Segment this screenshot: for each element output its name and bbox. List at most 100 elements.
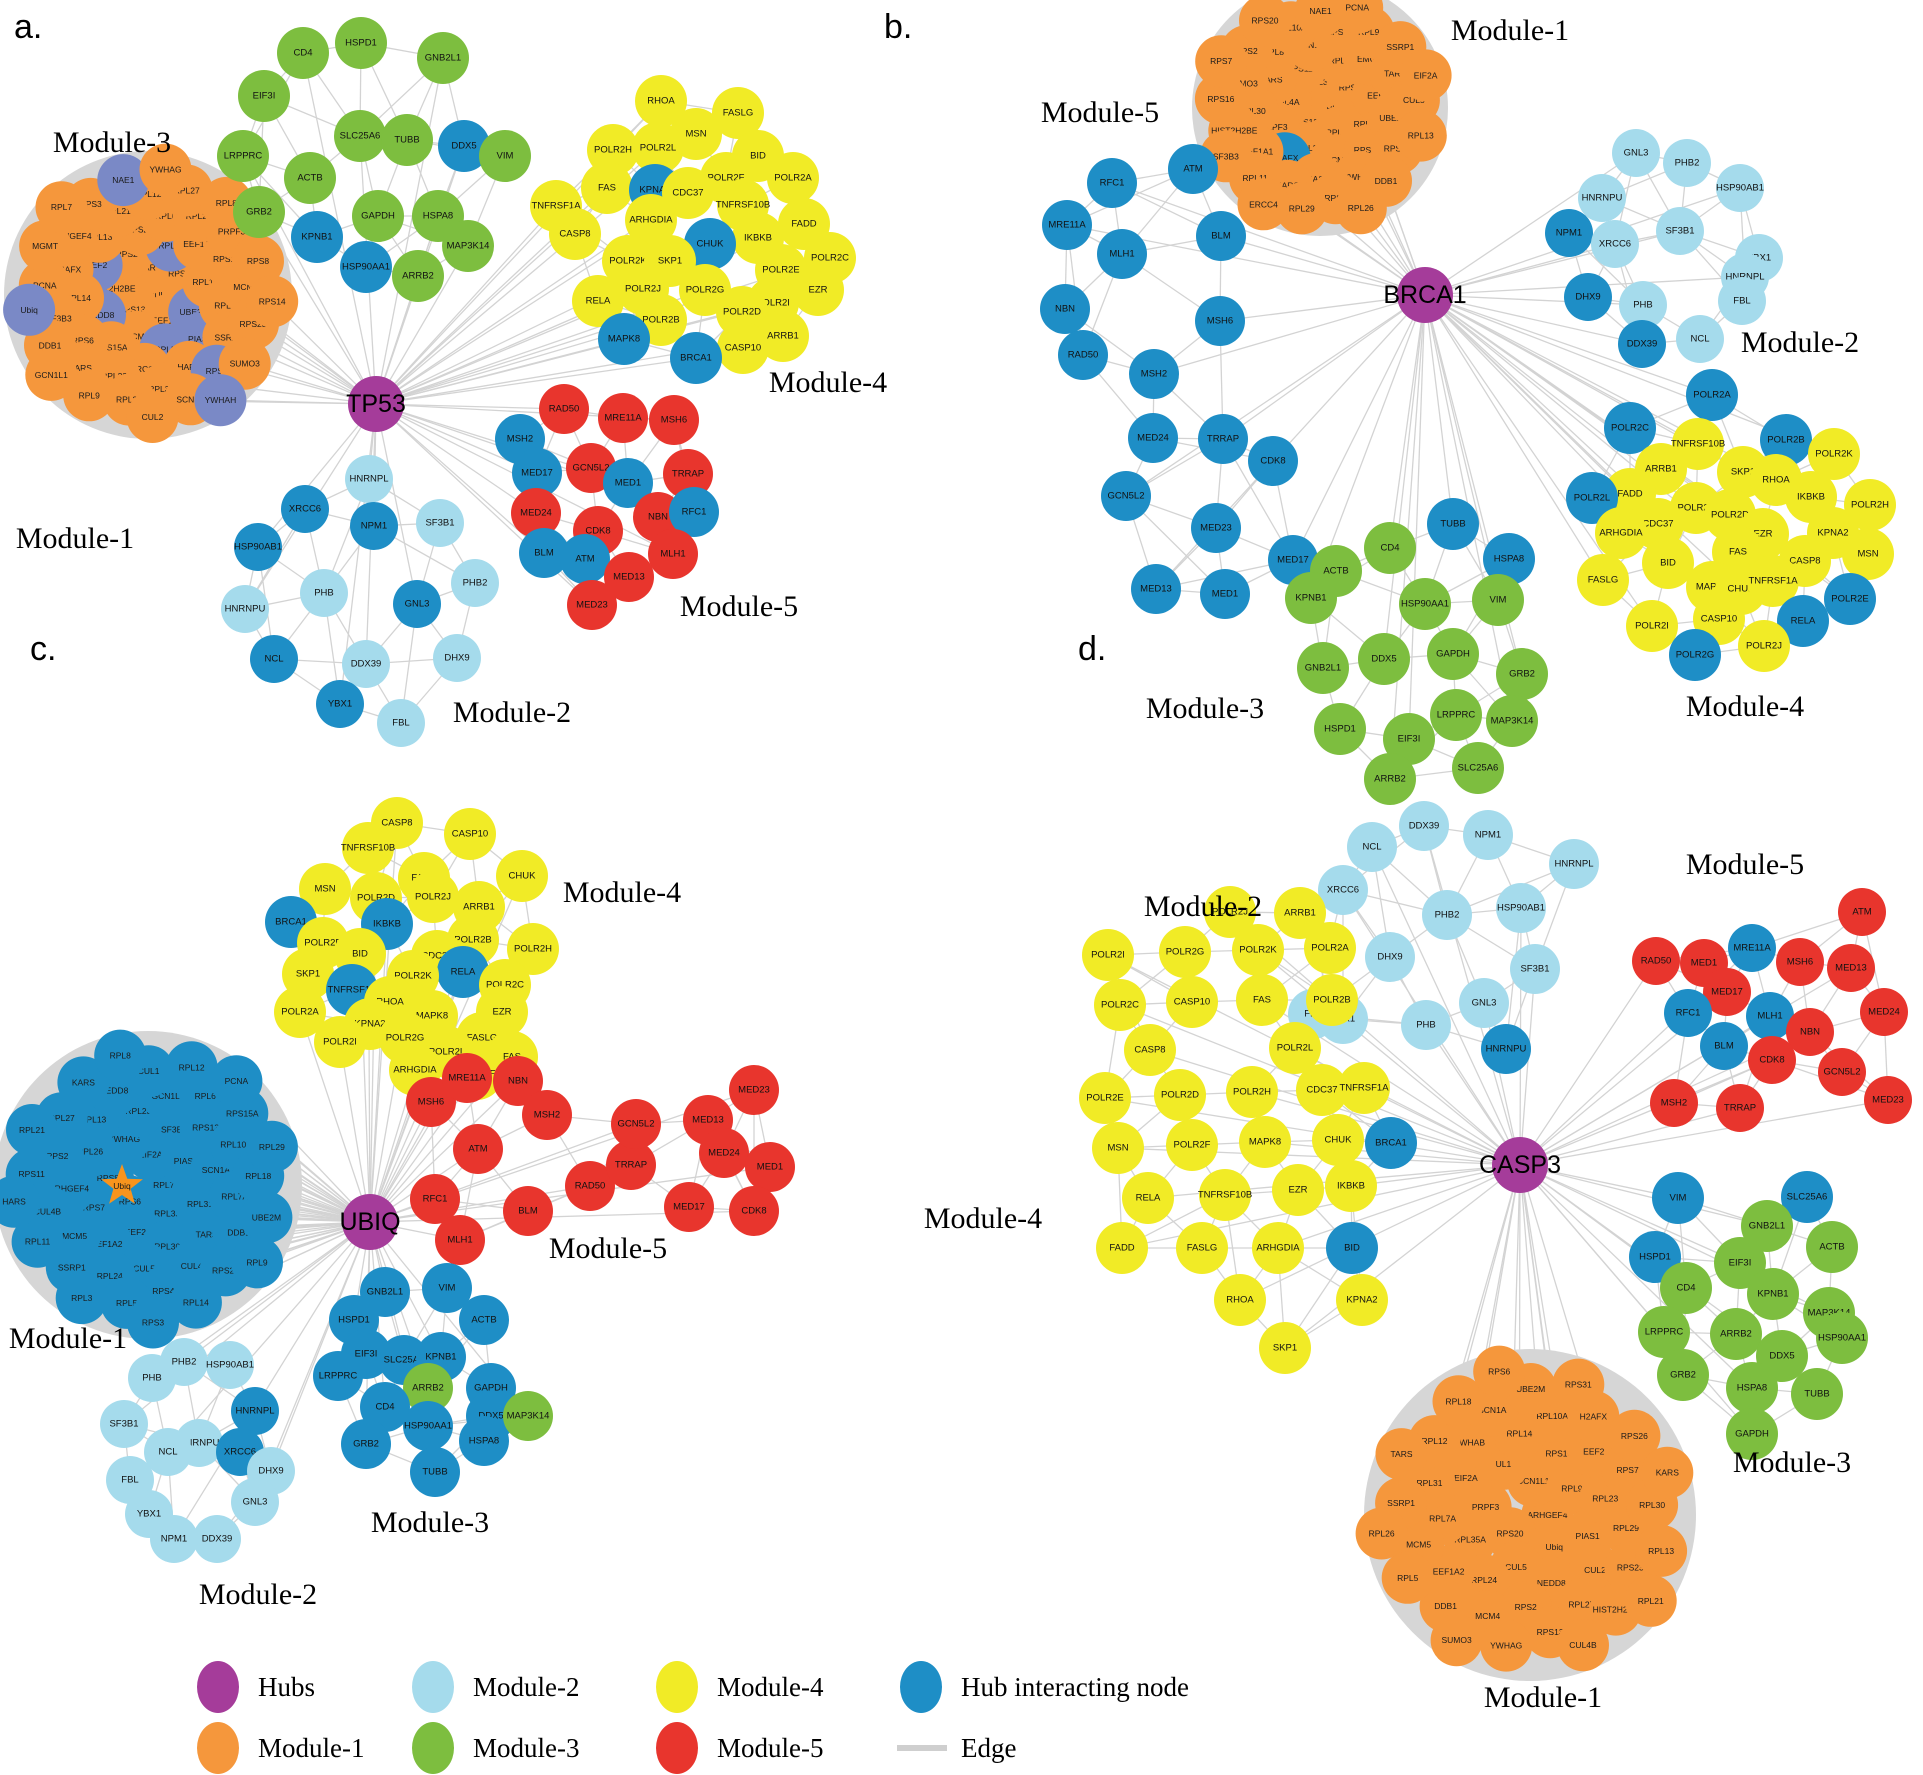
node-CD4[interactable] [277, 27, 329, 79]
node-CASP10[interactable] [717, 322, 769, 374]
node-HSP90AB1[interactable] [206, 1341, 254, 1389]
node-KPNB1[interactable] [1747, 1268, 1799, 1320]
node-XRCC6[interactable] [281, 485, 329, 533]
node-MED23[interactable] [729, 1065, 779, 1115]
node-RPS20[interactable] [1239, 0, 1291, 47]
node-IKBKB[interactable] [1325, 1160, 1377, 1212]
node-SF3B1[interactable] [1656, 207, 1704, 255]
node-HSPD1[interactable] [1314, 703, 1366, 755]
node-RPL26[interactable] [1355, 1507, 1408, 1560]
node-KPNB1[interactable] [1285, 572, 1337, 624]
node-ARRB1[interactable] [757, 310, 809, 362]
node-PHB[interactable] [1401, 1000, 1451, 1050]
node-NBN[interactable] [493, 1056, 543, 1106]
node-LRPPRC[interactable] [1430, 689, 1482, 741]
node-MED13[interactable] [1827, 944, 1875, 992]
node-EIF3I[interactable] [1714, 1237, 1766, 1289]
node-KPNB1[interactable] [291, 211, 343, 263]
node-CDK8[interactable] [1748, 1036, 1796, 1084]
node-SF3B1[interactable] [100, 1400, 148, 1448]
node-ARRB2[interactable] [1364, 753, 1416, 805]
node-SLC25A6[interactable] [1781, 1171, 1833, 1223]
node-FBL[interactable] [377, 699, 425, 747]
node-SLC25A6[interactable] [1452, 742, 1504, 794]
node-ATM[interactable] [560, 534, 610, 584]
node-MSH2[interactable] [522, 1090, 572, 1140]
node-GCN5L2[interactable] [1818, 1048, 1866, 1096]
node-EZR[interactable] [792, 264, 844, 316]
hub-node-BRCA1[interactable] [1397, 267, 1453, 323]
node-TNFRSF1A[interactable] [1338, 1062, 1390, 1114]
node-RFC1[interactable] [410, 1174, 460, 1224]
node-POLR2L[interactable] [1269, 1022, 1321, 1074]
node-DDX5[interactable] [438, 120, 490, 172]
node-MAP3K14[interactable] [1486, 695, 1538, 747]
node-RPL21[interactable] [6, 1104, 58, 1156]
node-YWHAG[interactable] [1480, 1619, 1533, 1672]
node-POLR2E[interactable] [1079, 1072, 1131, 1124]
node-RPS7[interactable] [1195, 35, 1248, 88]
node-ARHGDIA[interactable] [1252, 1222, 1304, 1274]
node-MED1[interactable] [603, 458, 653, 508]
node-GNL3[interactable] [231, 1478, 279, 1526]
node-MED13[interactable] [604, 552, 654, 602]
node-CDC37[interactable] [662, 167, 714, 219]
node-RPL8[interactable] [94, 1029, 147, 1082]
star-node-Ubiq[interactable] [101, 1164, 143, 1204]
node-POLR2L[interactable] [632, 122, 684, 174]
node-MED23[interactable] [1864, 1076, 1912, 1124]
node-RFC1[interactable] [1087, 158, 1137, 208]
node-TRRAP[interactable] [1716, 1084, 1764, 1132]
node-RPS14[interactable] [246, 275, 299, 328]
node-CDK8[interactable] [1248, 436, 1298, 486]
node-HNRNPL[interactable] [345, 455, 393, 503]
node-FBL[interactable] [1718, 277, 1766, 325]
node-DDX5[interactable] [1358, 633, 1410, 685]
node-ARRB2[interactable] [403, 1363, 453, 1413]
node-HNRNPL[interactable] [231, 1387, 279, 1435]
node-MED17[interactable] [664, 1182, 714, 1232]
node-DDX39[interactable] [193, 1515, 241, 1563]
node-CDK8[interactable] [729, 1186, 779, 1236]
node-XRCC6[interactable] [1591, 220, 1639, 268]
node-NPM1[interactable] [1463, 810, 1513, 860]
node-MAP3K14[interactable] [442, 220, 494, 272]
node-FASLG[interactable] [712, 87, 764, 139]
node-CASP8[interactable] [1124, 1024, 1176, 1076]
node-HSP90AA1[interactable] [1399, 578, 1451, 630]
node-RFC1[interactable] [669, 487, 719, 537]
node-CD4[interactable] [1660, 1262, 1712, 1314]
node-SF3B1[interactable] [1510, 944, 1560, 994]
node-LRPPRC[interactable] [1638, 1306, 1690, 1358]
node-MRE11A[interactable] [598, 393, 648, 443]
node-RPL29[interactable] [245, 1120, 298, 1173]
node-RPS6[interactable] [1473, 1345, 1526, 1398]
node-FASLG[interactable] [1176, 1222, 1228, 1274]
node-HSPD1[interactable] [335, 17, 387, 69]
node-POLR2A[interactable] [767, 152, 819, 204]
node-DHX9[interactable] [433, 634, 481, 682]
node-MED1[interactable] [1200, 569, 1250, 619]
node-GAPDH[interactable] [352, 190, 404, 242]
node-BLM[interactable] [503, 1186, 553, 1236]
node-DDX39[interactable] [1618, 320, 1666, 368]
node-MRE11A[interactable] [442, 1053, 492, 1103]
node-MED17[interactable] [1703, 968, 1751, 1016]
node-MED1[interactable] [745, 1142, 795, 1192]
node-ARRB1[interactable] [1274, 887, 1326, 939]
node-VIM[interactable] [1472, 574, 1524, 626]
node-CDC37[interactable] [1296, 1064, 1348, 1116]
node-DDX39[interactable] [1399, 801, 1449, 851]
node-MSH6[interactable] [649, 395, 699, 445]
node-RELA[interactable] [437, 946, 489, 998]
node-PHB2[interactable] [451, 559, 499, 607]
node-POLR2J[interactable] [1204, 886, 1256, 938]
node-SF3B1[interactable] [416, 499, 464, 547]
node-RPL7[interactable] [35, 181, 88, 234]
node-GAPDH[interactable] [1726, 1408, 1778, 1460]
node-EIF3I[interactable] [1383, 713, 1435, 765]
node-MLH1[interactable] [1097, 229, 1147, 279]
node-RPL14[interactable] [169, 1276, 222, 1329]
node-GRB2[interactable] [233, 186, 285, 238]
node-RPL12[interactable] [165, 1041, 218, 1094]
